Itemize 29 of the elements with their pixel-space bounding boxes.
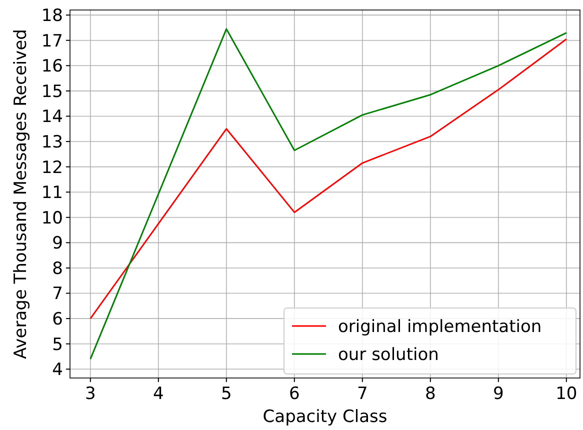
x-tick-label: 9 bbox=[492, 384, 504, 404]
y-tick-label: 18 bbox=[41, 6, 63, 26]
y-tick-label: 14 bbox=[41, 107, 63, 128]
x-tick-label: 6 bbox=[288, 384, 300, 404]
y-axis-title: Average Thousand Messages Received bbox=[11, 29, 31, 359]
legend-label: our solution bbox=[338, 344, 439, 365]
x-tick-label: 5 bbox=[220, 384, 232, 404]
y-tick-label: 10 bbox=[41, 208, 63, 228]
y-tick-label: 9 bbox=[52, 234, 63, 254]
y-tick-label: 16 bbox=[41, 56, 63, 77]
y-tick-label: 13 bbox=[41, 132, 63, 152]
x-tick-label: 8 bbox=[424, 384, 436, 404]
y-tick-label: 7 bbox=[52, 284, 63, 304]
y-tick-label: 6 bbox=[52, 310, 63, 330]
y-tick-label: 11 bbox=[41, 183, 63, 204]
line-series bbox=[90, 38, 568, 320]
y-tick-label: 17 bbox=[41, 31, 63, 52]
y-tick-label: 4 bbox=[52, 360, 63, 380]
legend-label: original implementation bbox=[338, 316, 542, 337]
y-tick-label: 8 bbox=[52, 258, 63, 279]
x-axis-title: Capacity Class bbox=[262, 407, 388, 427]
y-tick-label: 15 bbox=[41, 82, 63, 102]
y-tick-label: 12 bbox=[41, 158, 63, 178]
x-tick-label: 3 bbox=[84, 384, 96, 404]
x-tick-label: 4 bbox=[152, 384, 164, 404]
y-tick-label: 5 bbox=[52, 334, 63, 355]
line-series bbox=[90, 28, 568, 360]
x-tick-label: 7 bbox=[356, 384, 368, 404]
x-tick-label: 10 bbox=[556, 384, 578, 404]
